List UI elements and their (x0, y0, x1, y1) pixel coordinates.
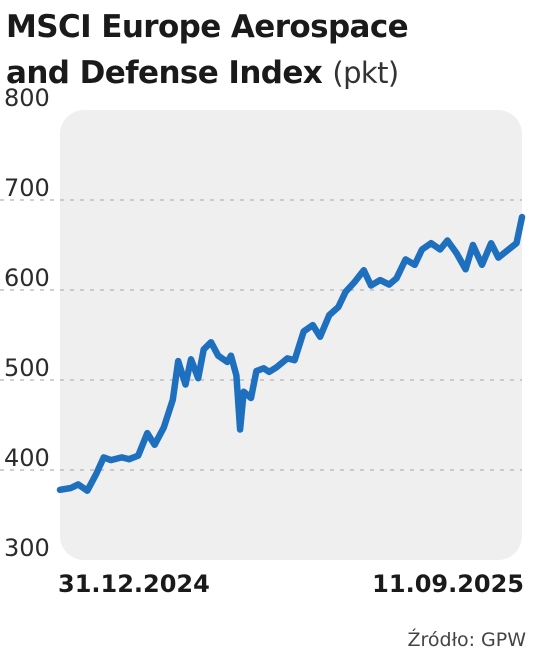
y-tick-label-800: 800 (4, 84, 50, 112)
y-tick-label-600: 600 (4, 264, 50, 292)
x-tick-label-start: 31.12.2024 (58, 570, 210, 598)
title-line-1: MSCI Europe Aerospace (6, 9, 409, 45)
series-line-0 (56, 213, 526, 494)
plot-panel (60, 110, 522, 560)
y-axis-ticks: 800 700 600 500 400 300 (4, 84, 50, 562)
y-tick-label-700: 700 (4, 174, 50, 202)
title-line-2: and Defense Index (6, 55, 323, 91)
y-tick-label-300: 300 (4, 534, 50, 562)
chart-title: MSCI Europe Aerospace and Defense Index … (6, 4, 530, 96)
x-tick-label-end: 11.09.2025 (372, 570, 524, 598)
x-axis-ticks: 31.12.2024 11.09.2025 (58, 570, 524, 598)
source-note: Źródło: GPW (407, 629, 526, 651)
grid-lines (0, 199, 522, 471)
y-tick-label-500: 500 (4, 354, 50, 382)
y-tick-label-400: 400 (4, 444, 50, 472)
unit-label: (pkt) (332, 56, 399, 90)
series-layer (56, 213, 526, 494)
